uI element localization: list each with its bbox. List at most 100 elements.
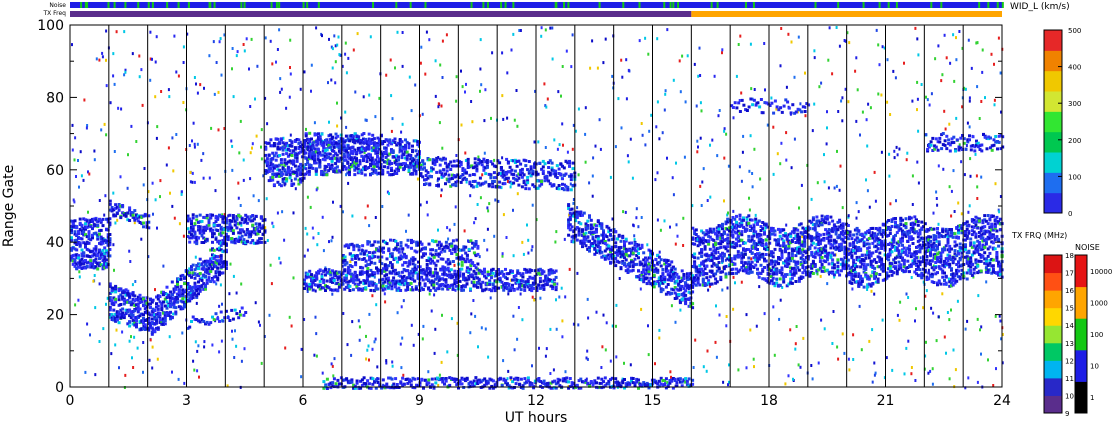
data-cell: [359, 252, 363, 256]
data-cell: [238, 236, 242, 240]
data-cell: [414, 149, 418, 153]
data-cell: [422, 246, 426, 250]
data-cell: [378, 260, 382, 263]
data-cell: [376, 269, 380, 272]
data-cell: [404, 261, 408, 265]
data-cell: [981, 48, 984, 52]
data-cell: [188, 293, 192, 297]
data-cell: [346, 153, 350, 157]
data-cell: [552, 282, 556, 286]
data-cell: [535, 218, 538, 222]
data-cell: [318, 283, 322, 287]
data-cell: [142, 225, 145, 229]
data-cell: [136, 346, 139, 350]
data-cell: [258, 230, 262, 233]
data-cell: [108, 237, 112, 241]
data-cell: [133, 216, 137, 220]
data-cell: [399, 289, 403, 292]
data-cell: [198, 289, 202, 293]
data-cell: [254, 222, 258, 226]
data-cell: [195, 214, 199, 218]
data-cell: [91, 219, 94, 223]
data-cell: [259, 237, 263, 241]
data-cell: [400, 305, 403, 309]
data-cell: [751, 97, 754, 101]
data-cell: [571, 167, 575, 171]
data-cell: [86, 322, 89, 326]
data-cell: [349, 149, 353, 153]
data-cell: [313, 283, 317, 287]
data-cell: [219, 256, 223, 260]
data-cell: [297, 141, 301, 145]
data-cell: [186, 292, 190, 296]
data-cell: [96, 262, 100, 266]
data-cell: [428, 183, 432, 187]
data-cell: [917, 129, 920, 133]
data-cell: [92, 279, 95, 283]
data-cell: [368, 258, 371, 262]
data-cell: [953, 79, 956, 83]
data-cell: [370, 149, 374, 153]
data-cell: [99, 237, 103, 241]
data-cell: [165, 312, 169, 316]
data-cell: [505, 236, 508, 239]
data-cell: [947, 277, 950, 281]
data-cell: [572, 322, 575, 326]
data-cell: [101, 224, 105, 228]
data-cell: [267, 179, 271, 183]
noise-strip-mark: [213, 2, 216, 8]
data-cell: [376, 365, 379, 369]
data-cell: [165, 163, 168, 167]
data-cell: [221, 220, 225, 224]
data-cell: [514, 274, 518, 278]
data-cell: [393, 268, 397, 272]
data-cell: [374, 145, 378, 149]
data-cell: [108, 291, 112, 295]
data-cell: [205, 260, 209, 264]
data-cell: [133, 218, 137, 222]
data-cell: [308, 269, 312, 273]
data-cell: [357, 139, 361, 143]
data-cell: [390, 169, 393, 172]
data-cell: [348, 284, 352, 288]
data-cell: [207, 223, 211, 227]
data-cell: [456, 353, 459, 357]
data-cell: [441, 266, 445, 270]
data-cell: [997, 208, 1000, 212]
data-cell: [339, 149, 343, 153]
data-cell: [347, 56, 350, 60]
data-cell: [218, 223, 221, 227]
data-cell: [753, 147, 756, 151]
noise-strip-mark: [622, 2, 625, 8]
data-cell: [244, 233, 248, 237]
data-cell: [231, 231, 235, 235]
data-cell: [678, 59, 681, 63]
data-cell: [493, 285, 497, 289]
data-cell: [169, 317, 172, 321]
data-cell: [204, 262, 207, 266]
data-cell: [413, 265, 417, 269]
data-cell: [108, 248, 112, 251]
data-cell: [693, 62, 696, 66]
data-cell: [358, 271, 362, 275]
data-cell: [372, 162, 376, 166]
data-cell: [358, 325, 361, 329]
data-cell: [472, 269, 476, 273]
noise-strip-mark: [663, 2, 666, 8]
data-cell: [343, 244, 347, 248]
data-cell: [205, 270, 209, 274]
data-cell: [214, 228, 218, 232]
data-cell: [895, 199, 897, 203]
data-cell: [442, 174, 446, 178]
data-cell: [431, 161, 435, 165]
data-cell: [304, 145, 308, 149]
data-cell: [77, 256, 80, 260]
data-cell: [336, 101, 338, 105]
data-cell: [913, 228, 916, 232]
data-cell: [119, 175, 122, 179]
data-cell: [520, 185, 524, 189]
data-cell: [196, 369, 199, 373]
data-cell: [367, 152, 371, 156]
data-cell: [425, 30, 428, 34]
data-cell: [512, 176, 516, 180]
